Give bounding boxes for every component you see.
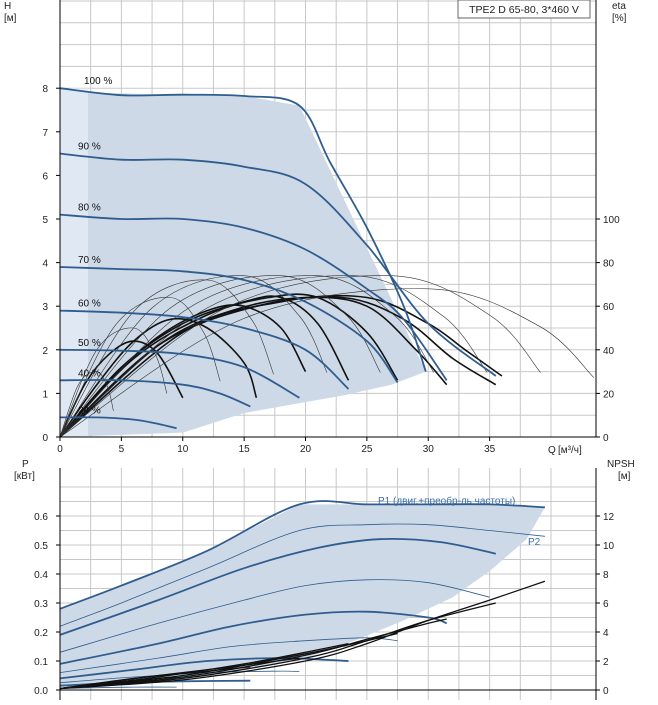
efficiency-thin-curve [59,275,381,438]
y-tick-label: 7 [42,128,48,139]
power-tick-label: 0.0 [34,686,48,697]
p2-annotation: P2 [528,537,541,548]
y-axis-unit: [м] [4,13,17,24]
speed-curve [59,152,497,377]
npsh-curve [59,602,496,690]
power-axis-unit: [кВт] [14,471,35,482]
speed-curve-label: 90 % [78,142,101,153]
speed-curve-label: 100 % [84,76,112,87]
npsh-tick-label: 4 [603,628,609,639]
y2-tick-label: 40 [603,346,615,357]
y-tick-label: 4 [42,259,48,270]
efficiency-thin-curve [59,371,114,438]
speed-curve [59,213,448,381]
efficiency-thin-curve [59,275,488,438]
speed-curve [59,416,177,430]
npsh-axis-unit: [м] [618,471,631,482]
speed-curve [59,309,350,390]
speed-curve-label: 24 % [78,405,101,416]
efficiency-curve [59,294,503,438]
x-axis-unit: [м³/ч] [558,445,582,456]
npsh-tick-label: 6 [603,599,609,610]
power-curve [59,523,545,627]
y2-axis-unit: [%] [612,13,627,24]
min-flow-area [60,88,88,437]
power-tick-label: 0.2 [34,628,48,639]
speed-curve [59,87,427,372]
y2-axis-label: eta [612,1,626,12]
power-curve [59,500,545,610]
efficiency-curve [59,293,399,438]
speed-curve-label: 50 % [78,338,101,349]
chart-title: TPE2 D 65-80, 3*460 V [469,4,579,16]
npsh-tick-label: 2 [603,657,609,668]
efficiency-thin-curve [59,279,274,438]
efficiency-thin-curve [59,297,221,438]
npsh-axis-label: NPSH [607,459,635,470]
npsh-tick-label: 10 [603,541,615,552]
efficiency-thin-curve [59,275,541,438]
npsh-curve [59,676,177,690]
npsh-curve [59,666,251,690]
efficiency-thin-curve [59,288,595,438]
power-curve [59,537,496,636]
power-tick-label: 0.4 [34,570,48,581]
x-tick-label: 20 [300,444,312,455]
efficiency-thin-curve [59,275,435,438]
power-area [60,504,545,688]
speed-curve-label: 70 % [78,255,101,266]
y2-tick-label: 80 [603,259,615,270]
power-curve [59,610,448,665]
npsh-curve [59,632,398,690]
power-tick-label: 0.5 [34,541,48,552]
y-tick-label: 2 [42,346,48,357]
power-curve [59,579,490,653]
x-axis-label: Q [548,445,556,456]
npsh-tick-label: 12 [603,512,615,523]
y-tick-label: 5 [42,215,48,226]
x-tick-label: 25 [361,444,373,455]
y-tick-label: 6 [42,171,48,182]
y-tick-label: 1 [42,389,48,400]
x-tick-label: 35 [484,444,496,455]
efficiency-curve [59,317,258,438]
y-tick-label: 0 [42,433,48,444]
power-curve [59,637,398,673]
npsh-tick-label: 8 [603,570,609,581]
chart-title-box [457,0,591,19]
x-tick-label: 0 [57,444,63,455]
speed-curve-label: 80 % [78,203,101,214]
power-axis-label: P [22,459,29,470]
efficiency-curve [59,340,184,438]
x-tick-label: 5 [119,444,125,455]
power-curve [59,670,300,684]
npsh-tick-label: 0 [603,686,609,697]
y2-tick-label: 20 [603,389,615,400]
x-tick-label: 10 [177,444,189,455]
y-axis-label: H [4,1,11,12]
efficiency-thin-curve [59,275,328,438]
power-tick-label: 0.6 [34,512,48,523]
y2-tick-label: 100 [603,215,620,226]
y-tick-label: 3 [42,302,48,313]
p1-annotation: P1 (двиг.+преобр-ль частоты) [378,495,515,507]
speed-curve [59,266,399,384]
x-tick-label: 15 [239,444,251,455]
npsh-curve [59,618,447,690]
x-tick-label: 30 [423,444,435,455]
speed-curve-label: 40 % [78,368,101,379]
npsh-curve [59,580,546,690]
speed-curve [59,379,251,408]
speed-curve-label: 60 % [78,299,101,310]
speed-curve [59,348,300,399]
power-tick-label: 0.1 [34,657,48,668]
power-tick-label: 0.3 [34,599,48,610]
y-tick-label: 8 [42,84,48,95]
y2-tick-label: 0 [603,433,609,444]
y2-tick-label: 60 [603,302,615,313]
